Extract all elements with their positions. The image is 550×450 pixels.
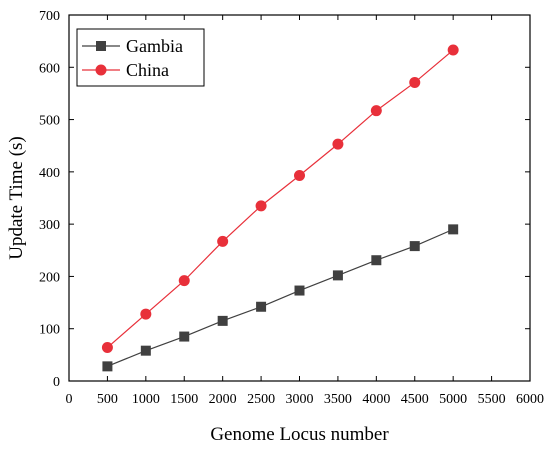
x-tick-label: 2000 bbox=[209, 392, 237, 407]
x-tick-label: 3000 bbox=[286, 392, 314, 407]
china-data-point bbox=[370, 105, 382, 117]
x-axis-title: Genome Locus number bbox=[210, 424, 389, 445]
china-legend-marker bbox=[95, 64, 107, 76]
y-tick-label: 100 bbox=[39, 323, 60, 338]
y-tick-label: 500 bbox=[39, 114, 60, 129]
china-data-point bbox=[140, 308, 152, 320]
x-tick-label: 3500 bbox=[324, 392, 352, 407]
plot-marks bbox=[101, 44, 459, 372]
y-tick-label: 600 bbox=[39, 61, 60, 76]
china-data-point bbox=[447, 44, 459, 56]
x-tick-label: 6000 bbox=[516, 392, 544, 407]
gambia-data-point bbox=[217, 315, 228, 326]
gambia-legend-label: Gambia bbox=[126, 36, 183, 56]
china-series-line bbox=[107, 49, 454, 348]
gambia-data-point bbox=[256, 301, 267, 312]
china-data-point bbox=[409, 76, 421, 88]
gambia-data-point bbox=[102, 361, 113, 372]
gambia-legend-marker bbox=[96, 41, 106, 51]
china-data-point bbox=[332, 138, 344, 150]
y-tick-label: 0 bbox=[53, 375, 60, 390]
x-tick-label: 5000 bbox=[439, 392, 467, 407]
x-tick-label: 1500 bbox=[170, 392, 198, 407]
gambia-data-point bbox=[371, 255, 382, 266]
gambia-data-point bbox=[179, 331, 190, 342]
y-axis-title: Update Time (s) bbox=[6, 136, 27, 260]
china-legend-label: China bbox=[126, 60, 169, 80]
y-tick-label: 400 bbox=[39, 166, 60, 181]
china-data-point bbox=[255, 200, 267, 212]
china-data-point bbox=[178, 275, 190, 287]
y-tick-label: 200 bbox=[39, 270, 60, 285]
y-tick-label: 700 bbox=[39, 9, 60, 24]
gambia-data-point bbox=[448, 224, 459, 235]
axis-ticks: 0 500 1000 1500 2000 2500 3000 3500 4000 4500 5000… bbox=[39, 9, 544, 407]
legend-box bbox=[76, 28, 205, 87]
china-data-point bbox=[217, 235, 229, 247]
gambia-data-point bbox=[409, 241, 420, 252]
x-tick-label: 4000 bbox=[362, 392, 390, 407]
x-tick-label: 4500 bbox=[401, 392, 429, 407]
x-tick-label: 0 bbox=[66, 392, 73, 407]
gambia-data-point bbox=[140, 345, 151, 356]
gambia-data-point bbox=[294, 285, 305, 296]
legend: Gambia China bbox=[76, 28, 205, 87]
x-tick-label: 2500 bbox=[247, 392, 275, 407]
y-tick-label: 300 bbox=[39, 218, 60, 233]
x-tick-label: 5500 bbox=[478, 392, 506, 407]
china-data-point bbox=[101, 342, 113, 354]
china-data-point bbox=[294, 170, 305, 182]
gambia-series-line bbox=[107, 228, 454, 367]
x-tick-label: 1000 bbox=[132, 392, 160, 407]
x-tick-label: 500 bbox=[97, 392, 118, 407]
gambia-data-point bbox=[332, 270, 343, 281]
